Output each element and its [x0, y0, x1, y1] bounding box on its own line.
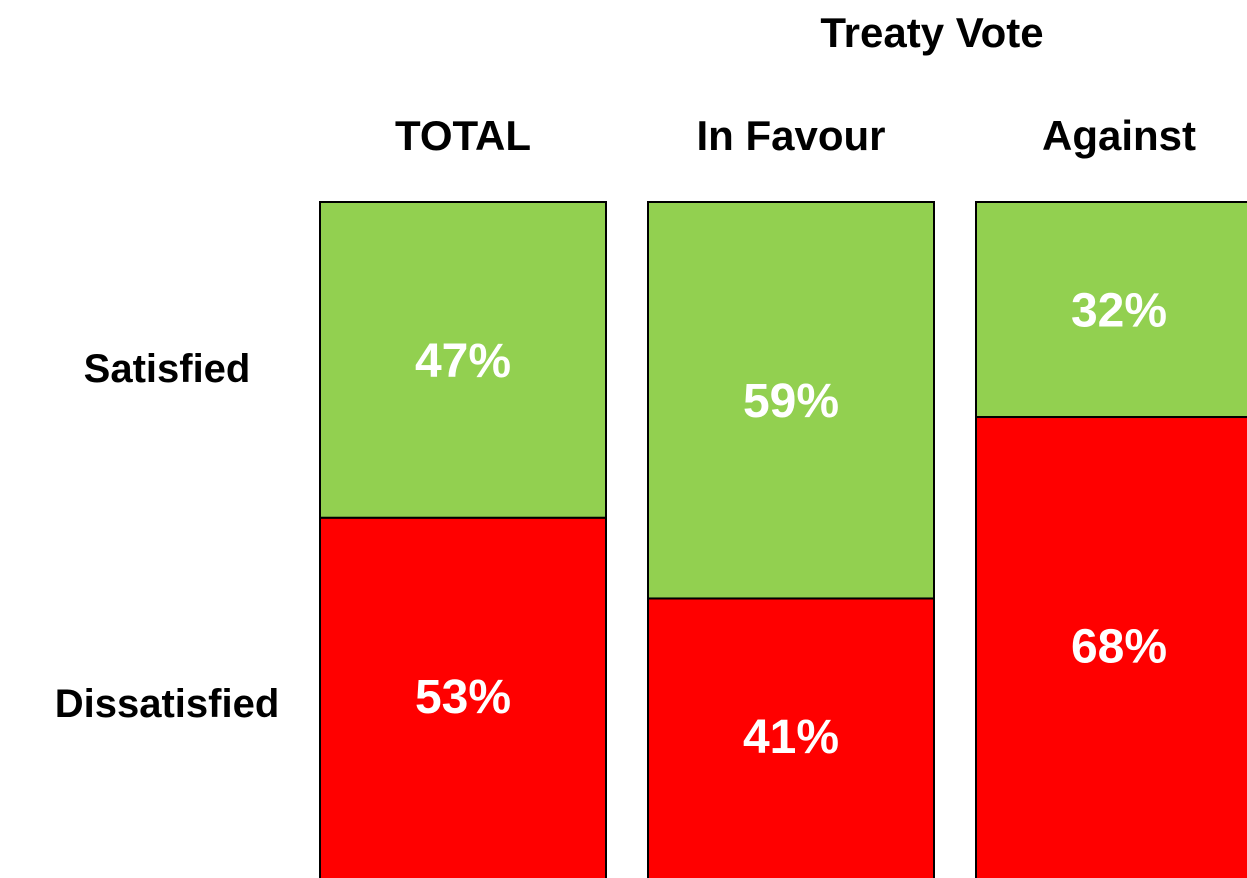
- value-label-satisfied-in-favour: 59%: [743, 375, 839, 428]
- value-label-dissatisfied-in-favour: 41%: [743, 711, 839, 764]
- value-label-dissatisfied-against: 68%: [1071, 621, 1167, 674]
- bar-dissatisfied-in-favour: [647, 597, 935, 878]
- bar-dissatisfied-total: [319, 516, 607, 878]
- bar-satisfied-total: [319, 201, 607, 519]
- row-label-dissatisfied: Dissatisfied: [55, 682, 280, 726]
- bar-dissatisfied-against: [975, 416, 1247, 878]
- row-label-satisfied: Satisfied: [84, 347, 251, 391]
- column-header-against: Against: [1042, 112, 1196, 159]
- treaty-vote-group-title: Treaty Vote: [820, 9, 1043, 56]
- value-label-dissatisfied-total: 53%: [415, 671, 511, 724]
- value-label-satisfied-total: 47%: [415, 335, 511, 388]
- bar-satisfied-against: [975, 201, 1247, 419]
- value-label-satisfied-against: 32%: [1071, 285, 1167, 338]
- column-header-in-favour: In Favour: [696, 112, 885, 159]
- column-header-total: TOTAL: [395, 112, 531, 159]
